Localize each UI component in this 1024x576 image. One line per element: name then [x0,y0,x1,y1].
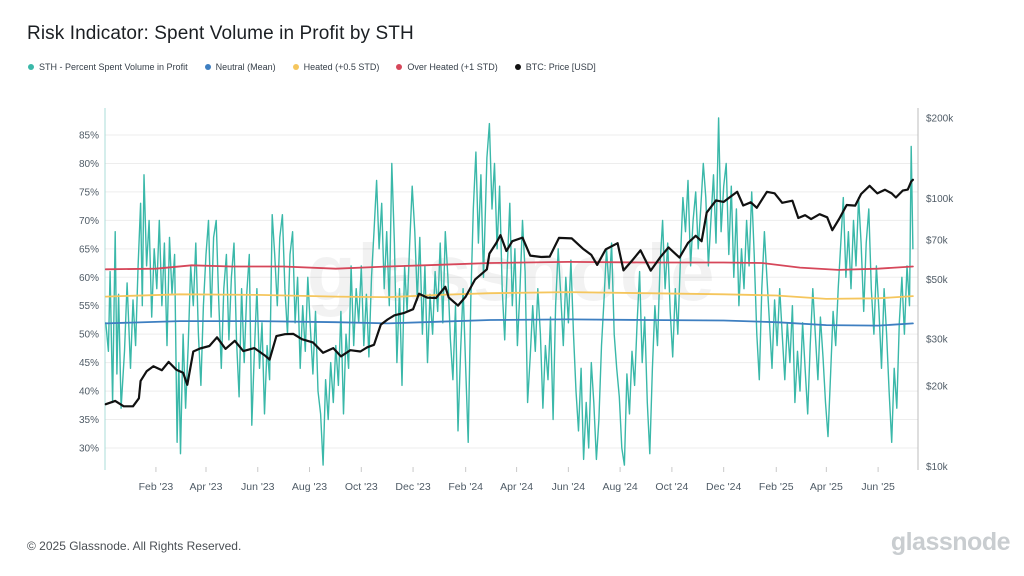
x-axis-tick: Jun '24 [552,481,586,493]
right-axis-tick: $50k [926,275,949,286]
x-axis-tick: Aug '23 [292,481,327,493]
legend-item-label: Over Heated (+1 STD) [407,62,498,72]
legend-item-neutral[interactable]: Neutral (Mean) [204,62,276,72]
series-line-neutral [104,318,914,327]
left-axis-tick: 55% [79,301,99,312]
x-axis-tick: Apr '23 [190,481,223,493]
overheated-series-dot-icon [396,64,403,70]
left-axis-tick: 65% [79,244,99,255]
left-axis-tick: 60% [79,273,99,284]
heated-series-dot-icon [292,64,299,70]
legend-item-overheated[interactable]: Over Heated (+1 STD) [396,62,498,72]
right-axis-tick: $20k [926,382,949,393]
x-axis-tick: Dec '23 [395,481,430,493]
left-axis-tick: 50% [79,330,99,341]
x-axis-tick: Jun '23 [241,481,275,493]
btc-series-dot-icon [514,64,521,70]
left-axis-tick: 35% [79,415,99,426]
series-line-sth [105,117,914,466]
right-axis-tick: $100k [926,194,954,205]
x-axis-tick: Jun '25 [861,481,895,493]
x-axis-tick: Apr '24 [500,481,533,493]
x-axis-tick: Dec '24 [706,481,741,493]
left-axis-tick: 80% [79,159,99,170]
series-line-heated [104,291,914,300]
left-axis-tick: 40% [79,387,99,398]
left-axis-tick: 85% [79,131,99,142]
legend-item-btc[interactable]: BTC: Price [USD] [514,62,596,72]
chart-legend: STH - Percent Spent Volume in Profit Neu… [28,62,596,72]
right-axis-tick: $30k [926,334,949,345]
neutral-series-dot-icon [204,64,211,70]
series-line-overheated [104,260,914,271]
legend-item-label: Heated (+0.5 STD) [303,62,380,72]
x-axis-tick: Apr '25 [810,481,843,493]
x-axis-tick: Oct '24 [655,481,688,493]
left-axis-tick: 45% [79,358,99,369]
right-axis-tick: $10k [926,462,949,473]
x-axis-tick: Feb '25 [759,481,794,493]
copyright-text: © 2025 Glassnode. All Rights Reserved. [27,539,242,553]
glassnode-logo: glassnode [890,528,1011,556]
x-axis-tick: Aug '24 [602,481,637,493]
left-axis-tick: 30% [79,444,99,455]
sth-series-dot-icon [28,64,34,70]
legend-item-label: BTC: Price [USD] [525,62,596,72]
legend-item-sth[interactable]: STH - Percent Spent Volume in Profit [28,62,188,72]
page-title: Risk Indicator: Spent Volume in Profit b… [27,23,414,44]
x-axis-tick: Feb '24 [448,481,483,493]
x-axis-tick: Oct '23 [345,481,378,493]
legend-item-heated[interactable]: Heated (+0.5 STD) [292,62,380,72]
right-axis-tick: $70k [926,236,949,247]
left-axis-tick: 75% [79,187,99,198]
legend-item-label: STH - Percent Spent Volume in Profit [39,62,188,72]
right-axis-tick: $200k [926,114,954,125]
left-axis-tick: 70% [79,216,99,227]
series-line-btc [104,178,915,408]
x-axis-tick: Feb '23 [139,481,174,493]
legend-item-label: Neutral (Mean) [215,62,276,72]
